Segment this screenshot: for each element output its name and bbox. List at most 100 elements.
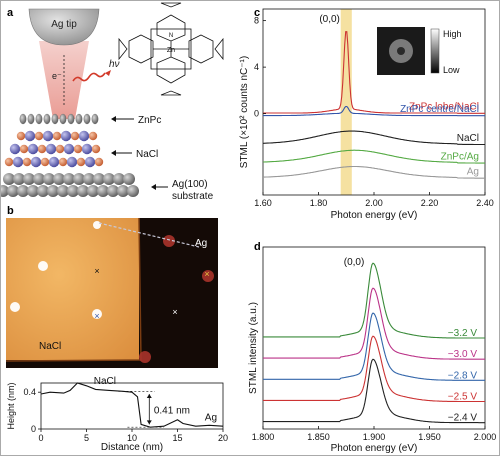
na-ion	[34, 131, 44, 141]
znpc-atom	[75, 113, 83, 125]
inset-centre	[397, 47, 405, 55]
ag-atom	[73, 173, 85, 185]
marker-cross: ×	[94, 266, 99, 276]
molecule-on-ag	[139, 351, 151, 363]
znpc-atom	[83, 113, 91, 125]
znpc-atom	[59, 113, 67, 125]
ag-atom	[107, 185, 119, 197]
ag-atom	[117, 185, 129, 197]
na-ion	[52, 131, 62, 141]
colorbar-low: Low	[443, 65, 460, 75]
panel-label-b: b	[7, 205, 14, 217]
x-tick-label: 1.850	[307, 432, 330, 442]
ag-atom	[97, 185, 109, 197]
ag-atom	[3, 173, 15, 185]
cl-ion	[84, 156, 96, 168]
cl-ion	[30, 156, 42, 168]
na-ion	[70, 131, 80, 141]
profile-curve	[40, 382, 224, 428]
ag-atom	[43, 173, 55, 185]
series-label: Ag	[467, 167, 479, 178]
ag-atom	[53, 173, 65, 185]
step-height-label: 0.41 nm	[154, 406, 190, 417]
na-ion	[22, 157, 32, 167]
substrate-label: substrate	[172, 191, 214, 202]
cl-ion	[27, 143, 39, 155]
nacl-island	[6, 218, 139, 360]
x-tick-label: 2.40	[476, 198, 494, 208]
molecule-spot	[93, 221, 101, 229]
ag-atom	[13, 173, 25, 185]
na-ion	[16, 131, 26, 141]
cl-ion	[81, 143, 93, 155]
profile-region-ag: Ag	[205, 412, 217, 423]
series-label: ZnPc/Ag	[441, 152, 479, 163]
x-tick-label: 2.000	[474, 432, 497, 442]
znpc-atom	[51, 113, 59, 125]
y-tick-label: 8	[254, 16, 259, 26]
electron-label: e⁻	[52, 71, 62, 81]
ag-atom	[67, 185, 79, 197]
na-ion	[91, 144, 101, 154]
y-tick-label: 0	[254, 109, 259, 119]
na-ion	[40, 157, 50, 167]
series-line	[263, 312, 485, 381]
ag-arrowhead	[151, 184, 156, 190]
n-atom-label: N	[169, 33, 173, 39]
y-tick-label: 4	[254, 62, 259, 72]
x-tick-label: 20	[218, 433, 228, 443]
tip-label: Ag tip	[51, 19, 77, 30]
na-ion	[37, 144, 47, 154]
na-ion	[94, 157, 104, 167]
cl-ion	[78, 130, 90, 142]
nacl-region-label: NaCl	[39, 341, 61, 352]
znpc-atom	[91, 113, 99, 125]
panel-d: d −3.2 V −3.0 V −2.8 V −2.5 V −2.4 V 1.800 1.8…	[248, 241, 496, 454]
x-tick-label: 1.800	[252, 432, 275, 442]
x-tick-label: 1.60	[254, 198, 272, 208]
profile-frame	[40, 382, 224, 430]
series-label: −2.5 V	[448, 391, 478, 402]
znpc-atom	[27, 113, 35, 125]
nacl-layer-label: NaCl	[136, 149, 158, 160]
ag-atom	[17, 185, 29, 197]
series-label: −3.2 V	[448, 328, 478, 339]
ag-atom	[33, 173, 45, 185]
x-tick-label: 0	[38, 433, 43, 443]
molecule-on-ag	[202, 270, 214, 282]
znpc-atom	[35, 113, 43, 125]
photon-wave	[72, 72, 106, 82]
profile-region-nacl: NaCl	[94, 376, 116, 387]
ag-atom	[7, 185, 19, 197]
molecule-on-ag	[163, 235, 175, 247]
ag-atom	[83, 173, 95, 185]
series-label: NaCl	[457, 133, 479, 144]
x-tick-label: 1.900	[363, 432, 386, 442]
ag-atom	[77, 185, 89, 197]
y-axis-label: STML (×10² counts nC⁻¹)	[239, 56, 250, 168]
ag-atom	[23, 173, 35, 185]
ag-atom	[37, 185, 49, 197]
series-line	[262, 165, 485, 179]
series-label: −3.0 V	[448, 349, 478, 360]
cl-ion	[42, 130, 54, 142]
molecule-spot	[38, 261, 48, 271]
ag-atom	[123, 173, 135, 185]
x-tick-label: 15	[172, 433, 182, 443]
y-axis-label: STML intensity (a.u.)	[248, 302, 259, 394]
x-tick-label: 2.20	[421, 198, 439, 208]
na-ion	[19, 144, 29, 154]
ag-atom	[27, 185, 39, 197]
ag-atom	[87, 185, 99, 197]
colorbar-high: High	[443, 29, 462, 39]
znpc-layer-label: ZnPc	[138, 115, 161, 126]
series-line	[263, 335, 485, 403]
ag-atom	[0, 185, 9, 197]
na-ion	[4, 157, 14, 167]
series-label: ZnPc lobe/NaCl	[409, 102, 479, 113]
hv-label: hν	[109, 59, 120, 70]
